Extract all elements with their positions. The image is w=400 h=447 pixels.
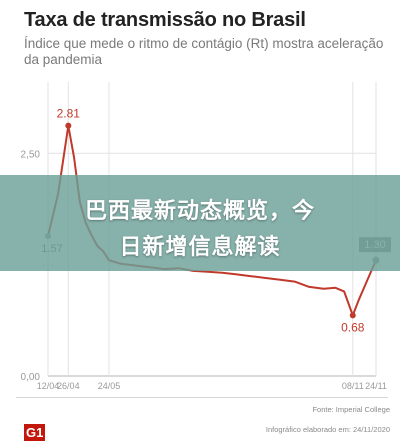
overlay-headline-line-1: 巴西最新动态概览，今 xyxy=(84,199,315,224)
x-tick-label: 24/11 xyxy=(365,381,387,391)
chart-subtitle: Índice que mede o ritmo de contágio (Rt)… xyxy=(24,36,384,67)
x-tick-label: 26/04 xyxy=(57,381,80,391)
credit-text: Infográfico elaborado em: 24/11/2020 xyxy=(265,425,390,434)
y-tick-label: 0,00 xyxy=(21,372,41,383)
overlay-headline-line-2: 日新增信息解读 xyxy=(119,235,281,260)
x-tick-label: 12/04 xyxy=(37,381,60,391)
annotation-label: 2.81 xyxy=(57,107,81,121)
annotation-point xyxy=(349,312,356,319)
g1-logo: G1 xyxy=(24,424,46,441)
source-text: Fonte: Imperial College xyxy=(312,405,390,414)
footer-divider xyxy=(16,397,388,398)
chart-title: Taxa de transmissão no Brasil xyxy=(24,9,306,31)
annotation-point xyxy=(65,122,72,129)
annotation-label: 0.68 xyxy=(341,320,365,334)
x-tick-label: 24/05 xyxy=(98,381,121,391)
x-tick-label: 08/11 xyxy=(342,381,364,391)
y-tick-label: 2,50 xyxy=(21,149,41,160)
overlay-banner xyxy=(0,175,400,271)
